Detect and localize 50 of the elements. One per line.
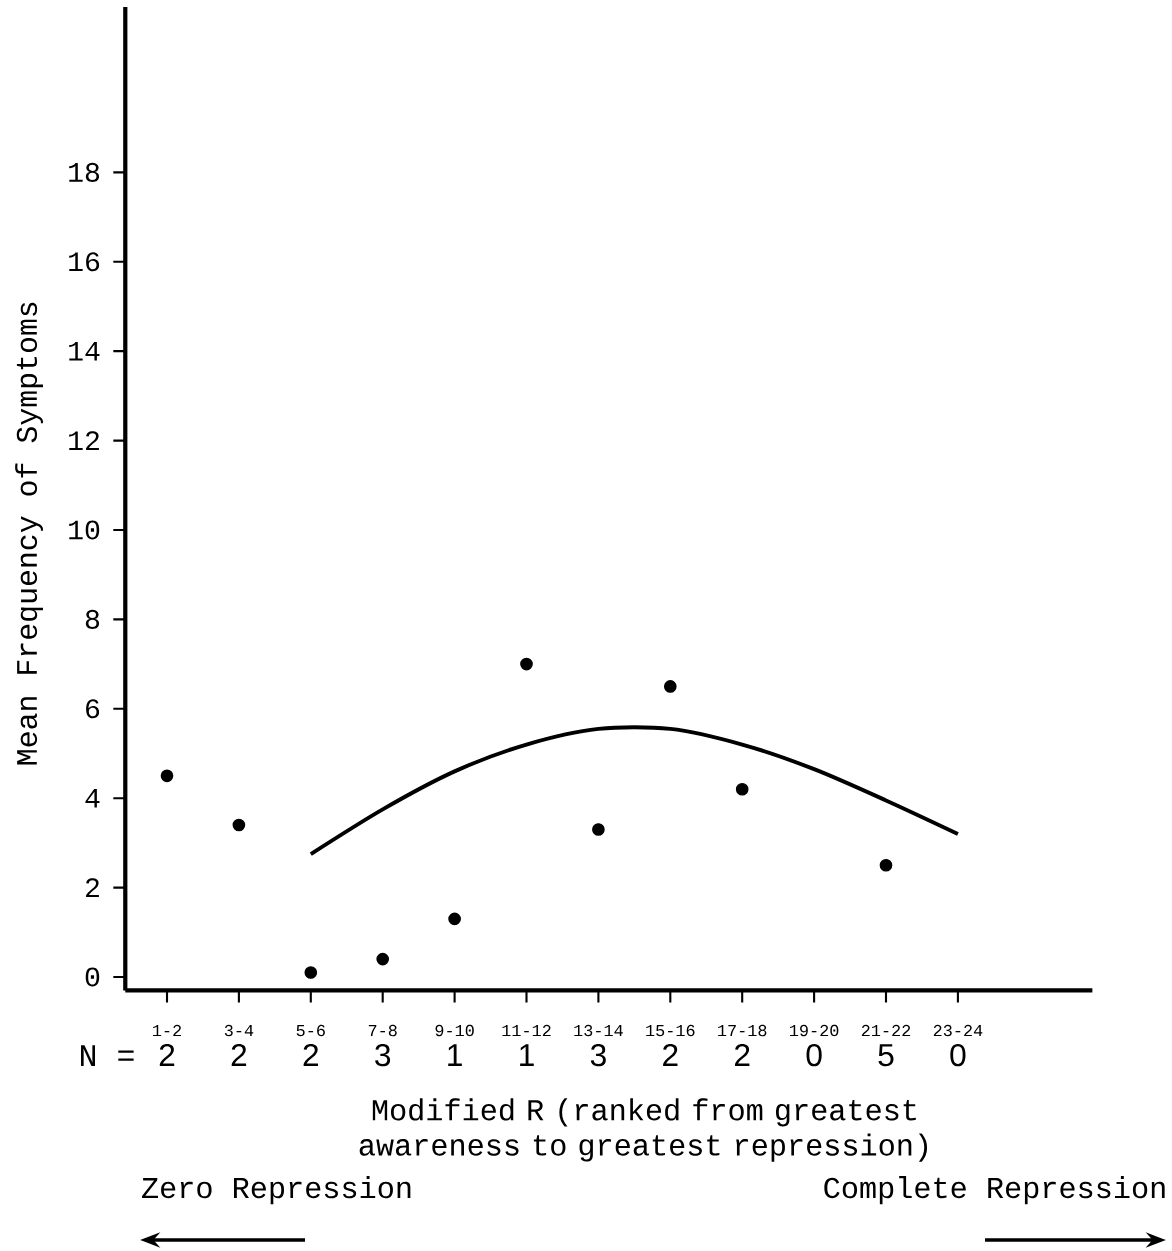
y-tick-label: 16: [69, 252, 100, 272]
text: 0: [950, 1043, 966, 1067]
x-tick-label: 9-10: [435, 1024, 474, 1037]
y-tick-label: 8: [85, 609, 100, 629]
point: [232, 818, 246, 832]
point: [735, 782, 749, 796]
text: Complete Repression: [824, 1176, 1165, 1205]
text: 0: [806, 1043, 822, 1067]
y-tick-label: 2: [86, 878, 99, 897]
text: 2: [303, 1043, 318, 1066]
x-tick-label: 13-14: [574, 1024, 623, 1037]
y-tick-label: 10: [69, 520, 100, 540]
x-tick-label: 11-12: [502, 1024, 551, 1037]
point: [448, 912, 461, 926]
x-tick-label: 7-8: [368, 1024, 397, 1037]
point: [376, 952, 390, 966]
text: 3: [590, 1043, 606, 1067]
text: Zero Repression: [142, 1176, 411, 1205]
point: [160, 769, 174, 783]
x-tick-label: 15-16: [646, 1024, 695, 1037]
point: [520, 657, 533, 671]
x-tick-label: 1-2: [153, 1024, 181, 1037]
y-tick-label: 12: [69, 431, 99, 450]
text: 1: [520, 1044, 534, 1066]
point: [592, 823, 605, 836]
x-tick-label: 21-22: [861, 1024, 911, 1037]
x-tick-label: 5-6: [296, 1024, 325, 1037]
y-axis-title: Mean Frequency of Symptoms: [15, 302, 43, 765]
x-tick-label: 23-24: [933, 1024, 983, 1037]
y-tick-label: 14: [69, 341, 100, 361]
y-tick-label: 18: [69, 162, 100, 182]
text: 2: [663, 1043, 678, 1066]
text: 3: [375, 1043, 391, 1067]
point: [304, 966, 318, 979]
x-tick-label: 19-20: [790, 1024, 839, 1037]
line-series: [308, 725, 960, 856]
text: 2: [735, 1043, 750, 1066]
y-tick-label: 0: [85, 967, 100, 987]
y-tick-label: 4: [85, 788, 100, 808]
y-tick-label: 6: [86, 699, 100, 719]
text: 1: [448, 1044, 462, 1066]
text: 5: [878, 1044, 894, 1067]
x-tick-label: 17-18: [718, 1024, 767, 1037]
text: N =: [81, 1045, 134, 1066]
point: [879, 858, 893, 872]
text: 2: [159, 1043, 175, 1066]
x-axis-title: Modified R (ranked from greatest awareness to greatest repression): [359, 1098, 928, 1162]
point: [663, 680, 677, 693]
x-tick-label: 3-4: [224, 1024, 254, 1037]
text: 2: [231, 1043, 247, 1066]
